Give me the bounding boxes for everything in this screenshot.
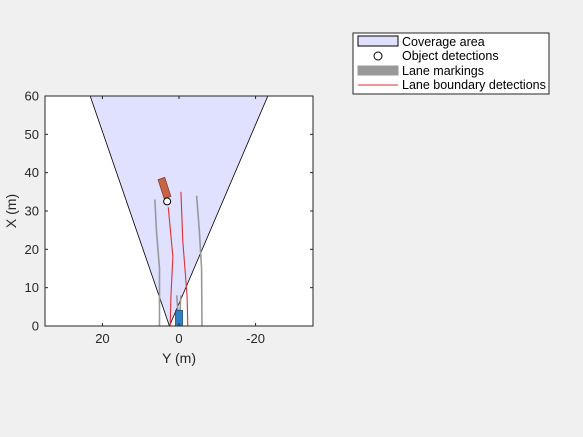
legend-object-detections-label: Object detections xyxy=(402,49,499,63)
y-tick-label: 50 xyxy=(25,127,39,142)
x-tick-label: -20 xyxy=(246,331,265,346)
legend-object-detections-marker xyxy=(373,51,383,61)
legend-coverage-area-label: Coverage area xyxy=(402,35,485,49)
lane-boundary-detection-right xyxy=(180,191,189,326)
x-tick-label: 20 xyxy=(95,331,109,346)
legend-lane-markings-label: Lane markings xyxy=(402,64,484,78)
y-tick-label: 0 xyxy=(32,319,39,334)
y-tick-label: 20 xyxy=(25,242,39,257)
legend-box xyxy=(352,32,550,95)
lane-boundary-detection-left xyxy=(167,207,174,326)
object-detection-0 xyxy=(163,197,172,206)
y-tick-label: 10 xyxy=(25,280,39,295)
coverage-area xyxy=(89,96,269,326)
y-tick-label: 40 xyxy=(25,165,39,180)
y-tick-label: 30 xyxy=(25,204,39,219)
lane-marking-right-outer xyxy=(195,195,203,326)
ego-vehicle xyxy=(175,309,183,326)
y-axis-label: X (m) xyxy=(3,194,19,228)
legend-lane-boundary-detections-label: Lane boundary detections xyxy=(402,78,546,92)
x-axis-label: Y (m) xyxy=(162,350,196,366)
legend-coverage-area-swatch xyxy=(357,35,399,47)
legend-lane-markings-swatch xyxy=(357,65,399,76)
x-tick-label: 0 xyxy=(175,331,182,346)
lane-marking-left-outer xyxy=(154,199,161,326)
y-tick-label: 60 xyxy=(25,89,39,104)
legend: Coverage area Object detections Lane mar… xyxy=(352,32,550,95)
